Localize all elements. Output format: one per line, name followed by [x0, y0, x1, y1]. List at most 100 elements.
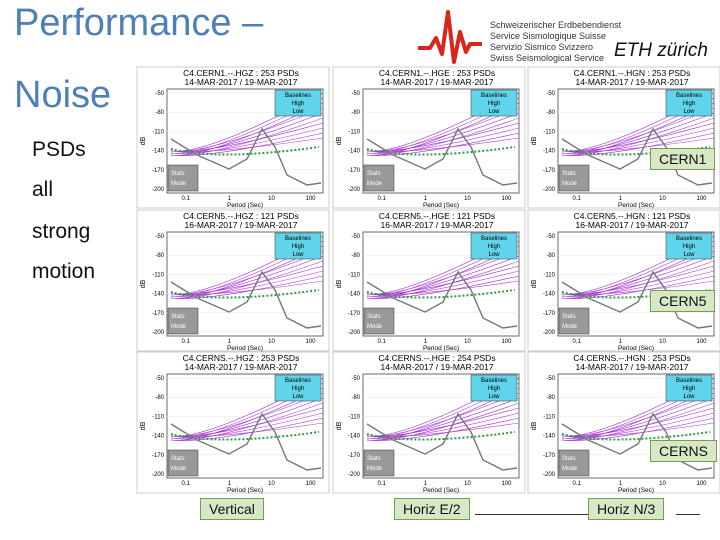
y-tick-label: -200 — [348, 187, 361, 193]
x-tick-label: 100 — [306, 196, 317, 202]
y-tick-label: -110 — [152, 272, 164, 278]
y-tick-label: -170 — [348, 168, 361, 174]
psd-curve — [366, 275, 520, 299]
psd-curve — [366, 412, 520, 439]
mode-curve — [170, 270, 322, 329]
legend-text: Baselines — [676, 378, 702, 384]
psd-curve — [561, 270, 715, 297]
slide-title: Noise — [14, 74, 112, 116]
stats-box — [363, 449, 395, 477]
legend-text: Baselines — [481, 236, 507, 242]
stats-text: Mode — [562, 466, 578, 472]
panel-title: C4.CERN1.--.HGN : 253 PSDs — [574, 68, 691, 78]
y-tick-label: -50 — [546, 234, 555, 240]
y-tick-label: -140 — [152, 434, 165, 440]
stats-text: Stats — [171, 171, 185, 177]
y-tick-label: -80 — [351, 395, 360, 401]
x-tick-label: 1 — [619, 196, 623, 202]
legend-box — [274, 232, 322, 260]
y-tick-label: -200 — [543, 472, 556, 478]
psd-dots — [366, 431, 516, 441]
legend-box — [665, 374, 713, 402]
side-text: strong — [32, 220, 91, 243]
psd-dots — [366, 146, 516, 156]
legend-text: High — [292, 386, 304, 392]
y-tick-label: -140 — [348, 149, 361, 155]
y-tick-label: -50 — [155, 91, 164, 97]
y-tick-label: -80 — [546, 395, 555, 401]
panel-title: C4.CERN5.--.HGN : 121 PSDs — [574, 211, 691, 221]
x-tick-label: 0.1 — [573, 481, 582, 487]
panel-title: C4.CERN1.--.HGZ : 253 PSDs — [183, 68, 299, 78]
y-tick-label: -110 — [543, 272, 555, 278]
y-tick-label: -80 — [155, 395, 164, 401]
row-label: CERN1 — [650, 148, 716, 170]
x-axis-label: Period (Sec) — [423, 202, 459, 209]
x-tick-label: 0.1 — [182, 339, 191, 345]
legend-text: Low — [292, 109, 304, 115]
y-tick-label: -50 — [351, 376, 360, 382]
stats-text: Stats — [562, 171, 576, 177]
stats-box — [167, 307, 199, 335]
legend-text: Baselines — [285, 378, 311, 384]
y-tick-label: -170 — [152, 311, 165, 317]
column-label: Horiz E/2 — [394, 498, 470, 520]
psd-curve — [366, 132, 520, 156]
legend-text: High — [488, 101, 500, 107]
psd-curve — [170, 132, 324, 156]
x-tick-label: 10 — [268, 481, 275, 487]
mode-curve — [561, 127, 713, 186]
mode-curve — [561, 270, 713, 329]
x-tick-label: 10 — [268, 339, 275, 345]
y-tick-label: -110 — [543, 414, 555, 420]
x-tick-label: 100 — [502, 196, 513, 202]
y-axis-label: dB — [336, 279, 343, 288]
legend-text: Low — [488, 109, 500, 115]
y-axis-label: dB — [140, 136, 147, 145]
x-axis-label: Period (Sec) — [618, 345, 654, 352]
psd-curve — [561, 275, 715, 299]
side-text: motion — [32, 260, 96, 283]
psd-curve — [561, 417, 715, 441]
stats-text: Stats — [562, 314, 576, 320]
eth-logo: ETH zürich — [614, 40, 708, 61]
x-tick-label: 1 — [228, 196, 232, 202]
y-tick-label: -80 — [155, 110, 164, 116]
y-tick-label: -80 — [546, 110, 555, 116]
mode-curve — [561, 412, 713, 471]
legend-text: High — [683, 244, 695, 250]
x-tick-label: 1 — [424, 339, 428, 345]
y-tick-label: -50 — [546, 91, 555, 97]
mode-curve — [366, 270, 518, 329]
legend-text: Low — [488, 394, 500, 400]
column-label: Horiz N/3 — [588, 498, 665, 520]
panel-dates: 14-MAR-2017 / 19-MAR-2017 — [576, 362, 689, 372]
x-tick-label: 1 — [619, 339, 623, 345]
x-tick-label: 0.1 — [182, 481, 191, 487]
mode-curve — [366, 127, 518, 186]
psd-curve — [561, 132, 715, 156]
y-tick-label: -140 — [543, 292, 556, 298]
legend-text: High — [683, 386, 695, 392]
rule — [475, 514, 589, 515]
panel-title: C4.CERN1.--.HGE : 253 PSDs — [379, 68, 495, 78]
y-tick-label: -140 — [348, 292, 361, 298]
y-tick-label: -140 — [543, 434, 556, 440]
panel-dates: 14-MAR-2017 / 19-MAR-2017 — [381, 77, 494, 87]
row-label: CERN5 — [650, 290, 716, 312]
y-tick-label: -110 — [348, 414, 360, 420]
x-tick-label: 0.1 — [573, 196, 582, 202]
legend-box — [665, 89, 713, 117]
x-tick-label: 1 — [619, 481, 623, 487]
stats-text: Mode — [171, 324, 187, 330]
y-tick-label: -140 — [152, 149, 165, 155]
stats-text: Mode — [367, 181, 383, 187]
legend-text: High — [292, 244, 304, 250]
column-label: Vertical — [200, 498, 264, 520]
x-tick-label: 1 — [228, 339, 232, 345]
